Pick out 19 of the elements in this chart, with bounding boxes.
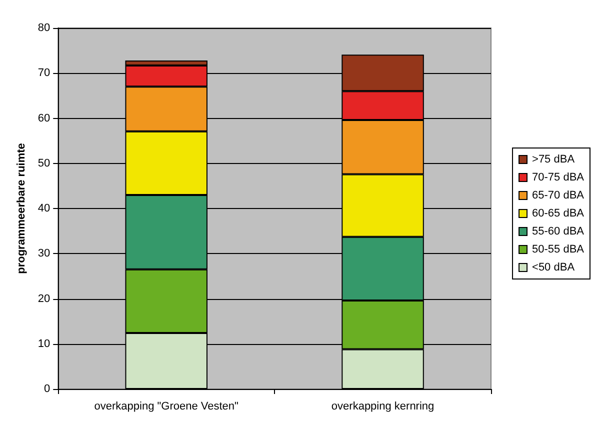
legend-label: 65-70 dBA [532, 190, 585, 202]
y-axis-title: programmeerbare ruimte [16, 143, 28, 274]
legend-label: 50-55 dBA [532, 244, 585, 256]
y-tick-label: 0 [44, 383, 50, 395]
legend-label: <50 dBA [532, 262, 576, 274]
legend-label: 70-75 dBA [532, 172, 585, 184]
y-tick-label: 70 [38, 67, 50, 80]
y-tick-label: 20 [38, 292, 50, 305]
x-tick-label: overkapping kernring [331, 400, 434, 412]
y-tick-label: 80 [38, 22, 50, 34]
y-tick-label: 60 [38, 112, 50, 124]
x-tick-label: overkapping "Groene Vesten" [94, 400, 239, 412]
legend-label: 55-60 dBA [532, 226, 585, 238]
y-tick-label: 50 [38, 157, 50, 170]
y-tick-label: 40 [38, 202, 50, 214]
legend-label: >75 dBA [532, 154, 576, 166]
y-tick-label: 10 [38, 338, 50, 350]
y-tick-label: 30 [38, 248, 50, 260]
legend-label: 60-65 dBA [532, 208, 585, 220]
